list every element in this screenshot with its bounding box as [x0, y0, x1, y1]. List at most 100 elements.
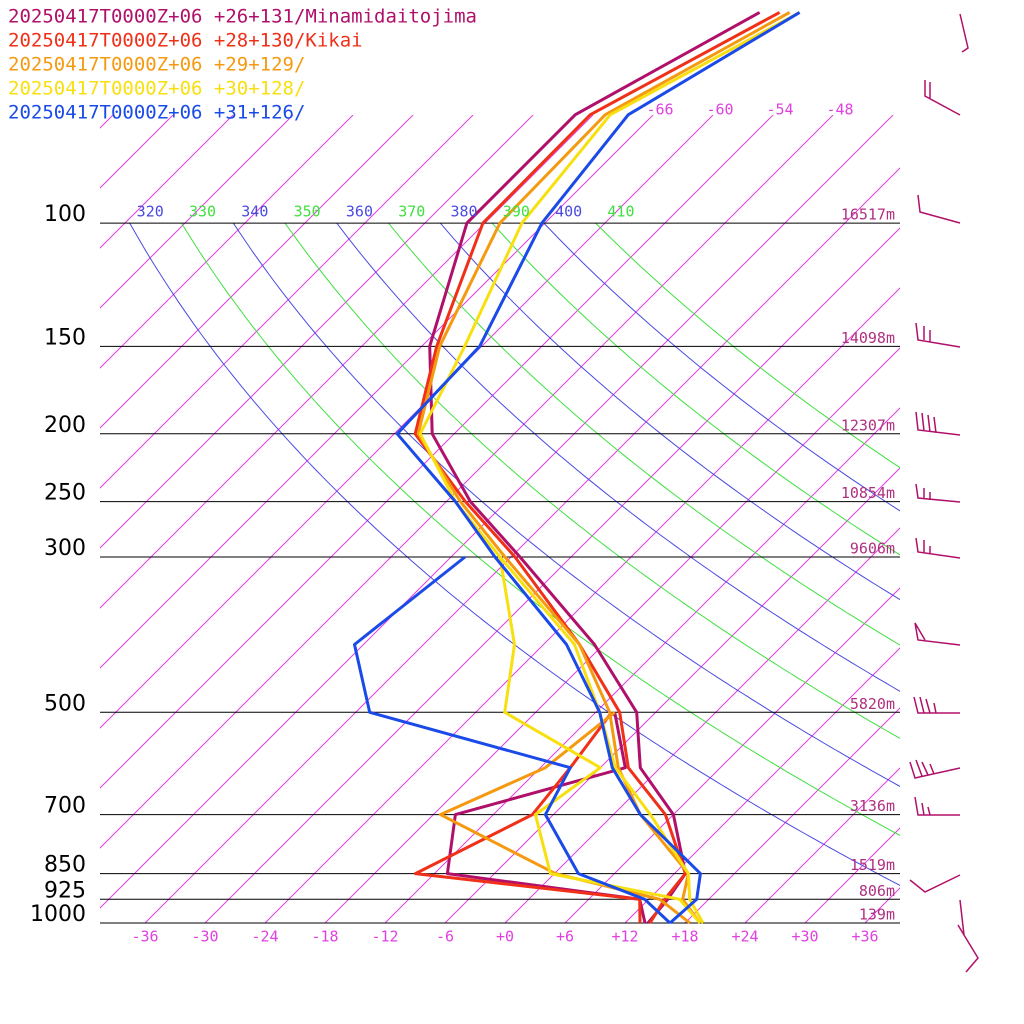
theta-label: 320	[137, 203, 164, 221]
x-tick-label: +6	[556, 928, 574, 946]
isotherm	[100, 115, 534, 549]
wind-barbs	[909, 13, 979, 973]
y-tick-label: 100	[44, 202, 86, 227]
isotherm-label: -54	[766, 101, 793, 119]
height-label: 139m	[859, 906, 895, 924]
isotherm	[100, 115, 414, 429]
theta-label: 330	[189, 203, 216, 221]
x-tick-label: +30	[791, 928, 818, 946]
height-label: 12307m	[841, 416, 895, 434]
height-label: 16517m	[841, 206, 895, 224]
isotherm	[564, 587, 900, 923]
wind-barb	[924, 80, 961, 116]
isotherm	[100, 115, 234, 249]
isotherm-label: -48	[826, 101, 853, 119]
dewpoint-profile	[353, 555, 672, 925]
isotherm	[804, 827, 900, 923]
height-label: 806m	[859, 882, 895, 900]
y-tick-label: 925	[44, 878, 86, 903]
adiabat	[388, 223, 900, 646]
legend-entry: 20250417T0000Z+06 +28+130/Kikai	[8, 30, 363, 52]
adiabat	[181, 223, 900, 837]
x-tick-label: +12	[611, 928, 638, 946]
isotherm	[100, 115, 354, 369]
isotherm	[444, 467, 900, 923]
wind-barb	[909, 874, 961, 893]
wind-barb	[915, 411, 961, 436]
x-tick-label: -18	[311, 928, 338, 946]
height-label: 5820m	[850, 695, 895, 713]
labels: -36 -30 -24 -18 -12 -6 +0 +6 +12 +18 +24 +30 +36 -66 -…	[8, 6, 895, 946]
legend-entry: 20250417T0000Z+06 +31+126/	[8, 102, 305, 124]
theta-label: 370	[398, 203, 425, 221]
isotherm	[324, 347, 900, 923]
isotherm	[144, 167, 900, 923]
isotherm	[624, 647, 900, 923]
wind-barb	[915, 322, 961, 348]
isotherm	[100, 115, 714, 729]
wind-barb	[917, 194, 961, 224]
x-tick-label: -36	[131, 928, 158, 946]
isotherm	[384, 407, 900, 923]
adiabat	[491, 223, 900, 556]
theta-label: 360	[346, 203, 373, 221]
y-tick-label: 200	[44, 413, 86, 438]
wind-barb	[957, 899, 979, 973]
isotherm	[264, 287, 900, 923]
height-label: 10854m	[841, 484, 895, 502]
x-tick-label: -30	[191, 928, 218, 946]
isotherm	[100, 115, 894, 909]
theta-label: 410	[607, 203, 634, 221]
adiabat	[595, 223, 900, 469]
isotherm	[204, 227, 900, 923]
isotherm	[504, 527, 900, 923]
isotherm-label: -60	[706, 101, 733, 119]
isotherm	[100, 115, 834, 849]
y-tick-label: 700	[44, 794, 86, 819]
y-tick-label: 300	[44, 536, 86, 561]
temperature-profile	[418, 11, 801, 924]
temperature-profile	[428, 11, 761, 924]
height-label: 14098m	[841, 329, 895, 347]
wind-barb	[914, 796, 960, 816]
y-tick-label: 1000	[30, 902, 86, 927]
isotherm	[100, 115, 654, 669]
wind-barb	[914, 622, 961, 646]
legend-entry: 20250417T0000Z+06 +30+128/	[8, 78, 305, 100]
dewpoint-profile	[438, 711, 691, 925]
legend-entry: 20250417T0000Z+06 +29+129/	[8, 54, 305, 76]
adiabat	[543, 223, 900, 512]
isotherm	[100, 115, 294, 309]
theta-label: 340	[241, 203, 268, 221]
y-tick-label: 150	[44, 325, 86, 350]
dewpoint-profile	[413, 711, 642, 924]
theta-label: 380	[451, 203, 478, 221]
isotherm-label: -66	[646, 101, 673, 119]
wind-barb	[915, 537, 961, 559]
profiles	[353, 11, 801, 925]
x-tick-label: +36	[851, 928, 878, 946]
x-tick-label: -6	[436, 928, 454, 946]
height-label: 9606m	[850, 540, 895, 558]
legend-entry: 20250417T0000Z+06 +26+131/Minamidaitojim…	[8, 6, 477, 28]
x-tick-label: +0	[496, 928, 514, 946]
x-tick-label: -24	[251, 928, 278, 946]
wind-barb	[909, 759, 961, 779]
height-label: 3136m	[850, 797, 895, 815]
height-label: 1519m	[850, 856, 895, 874]
y-tick-label: 850	[44, 853, 86, 878]
temperature-profile	[395, 11, 801, 925]
temperature-profile	[416, 11, 791, 924]
isotherms	[100, 115, 900, 923]
y-tick-label: 250	[44, 481, 86, 506]
wind-barb	[959, 13, 969, 53]
adiabat	[232, 223, 900, 787]
dewpoint-profile	[498, 556, 702, 924]
isotherm	[100, 115, 174, 189]
x-tick-label: +18	[671, 928, 698, 946]
x-tick-label: +24	[731, 928, 758, 946]
wind-barb	[915, 483, 961, 503]
isotherm	[100, 115, 474, 489]
isotherm	[100, 115, 774, 789]
